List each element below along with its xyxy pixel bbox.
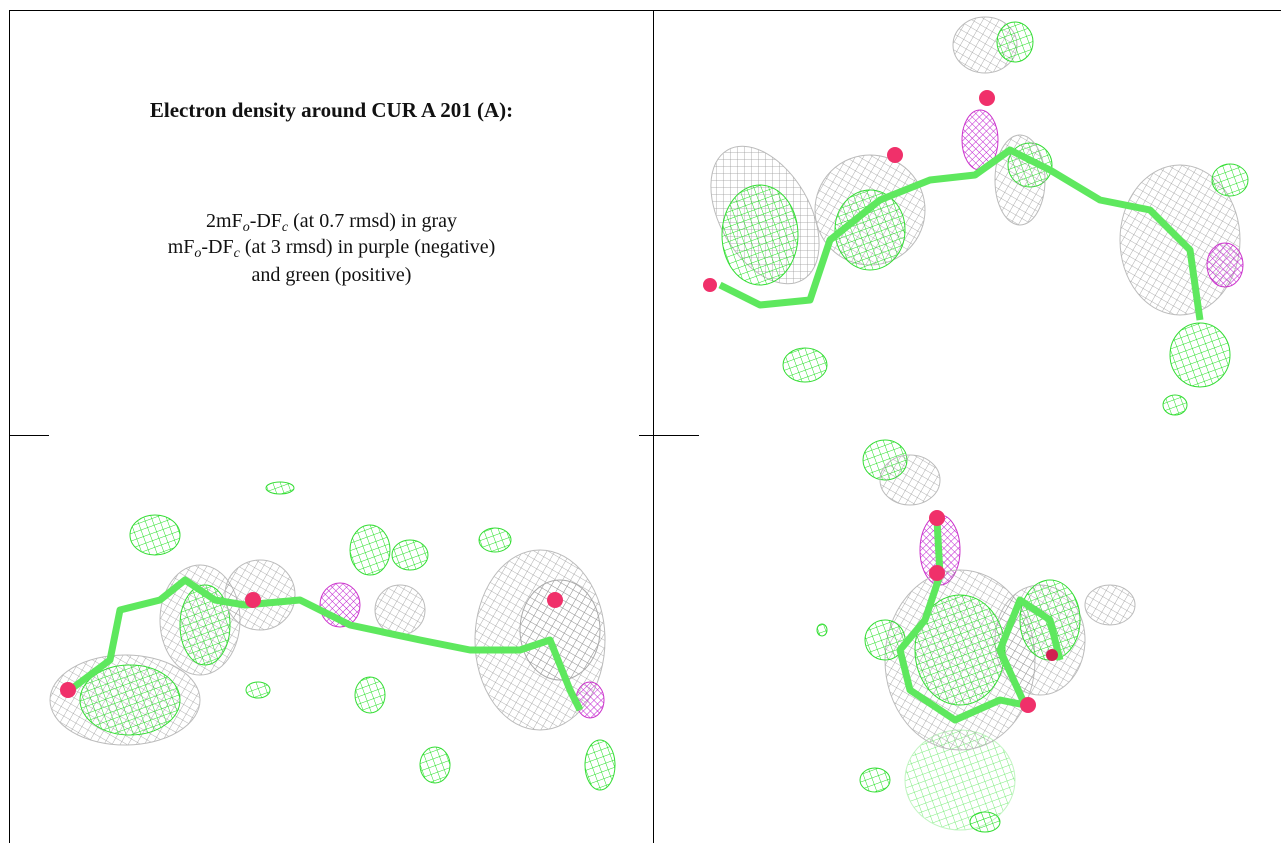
text-span: 2mF	[206, 210, 243, 232]
text-span: mF	[168, 236, 195, 258]
page: Electron density around CUR A 201 (A): 2…	[0, 0, 1281, 843]
density-mesh	[1170, 323, 1230, 387]
density-mesh	[392, 540, 428, 570]
density-mesh	[246, 682, 270, 698]
density-mesh	[860, 768, 890, 792]
density-mesh	[997, 22, 1033, 62]
density-mesh	[970, 812, 1000, 832]
density-panel	[689, 17, 1248, 415]
caption-line: 2mFo-DFc (at 0.7 rmsd) in gray	[10, 210, 653, 236]
density-mesh	[266, 482, 294, 494]
atom	[703, 278, 717, 292]
text-span: -DF	[201, 236, 233, 258]
density-mesh	[355, 677, 385, 713]
density-mesh	[995, 135, 1045, 225]
density-mesh	[817, 624, 827, 636]
density-mesh	[225, 560, 295, 630]
atom	[929, 510, 945, 526]
caption-line: mFo-DFc (at 3 rmsd) in purple (negative)	[10, 236, 653, 262]
caption-line: and green (positive)	[10, 264, 653, 287]
density-mesh	[130, 515, 180, 555]
density-panel	[817, 440, 1135, 832]
density-mesh	[585, 740, 615, 790]
atom	[1046, 649, 1058, 661]
density-mesh	[375, 585, 425, 635]
density-mesh	[479, 528, 511, 552]
atom	[1020, 697, 1036, 713]
density-mesh	[576, 682, 604, 718]
density-mesh	[1207, 243, 1243, 287]
text-span: (at 3 rmsd) in purple (negative)	[240, 236, 495, 258]
density-mesh	[880, 455, 940, 505]
density-panel	[50, 482, 615, 790]
density-panel	[9, 10, 1281, 843]
subscript: o	[243, 220, 250, 235]
atom	[929, 565, 945, 581]
density-mesh	[1212, 164, 1248, 196]
caption-title: Electron density around CUR A 201 (A):	[10, 98, 653, 123]
density-mesh	[722, 185, 798, 285]
atom	[979, 90, 995, 106]
density-mesh	[420, 747, 450, 783]
density-mesh	[1163, 395, 1187, 415]
text-span: -DF	[250, 210, 282, 232]
density-mesh	[350, 525, 390, 575]
text-span: (at 0.7 rmsd) in gray	[288, 210, 457, 232]
atom	[60, 682, 76, 698]
density-mesh	[1085, 585, 1135, 625]
text-span: and green (positive)	[252, 264, 412, 286]
figure-grid	[0, 0, 1281, 843]
atom	[245, 592, 261, 608]
density-mesh	[783, 348, 827, 382]
atom	[887, 147, 903, 163]
atom	[547, 592, 563, 608]
